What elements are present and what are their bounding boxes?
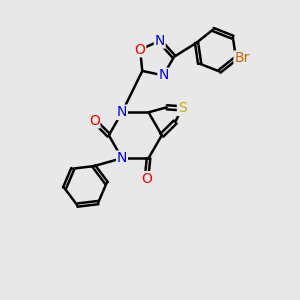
Text: O: O: [135, 43, 146, 57]
Text: N: N: [154, 34, 165, 48]
Text: O: O: [141, 172, 152, 186]
Text: N: N: [117, 105, 127, 119]
Text: N: N: [158, 68, 169, 83]
Text: Br: Br: [234, 51, 250, 65]
Text: S: S: [178, 101, 186, 115]
Text: O: O: [89, 114, 100, 128]
Text: N: N: [117, 151, 127, 165]
